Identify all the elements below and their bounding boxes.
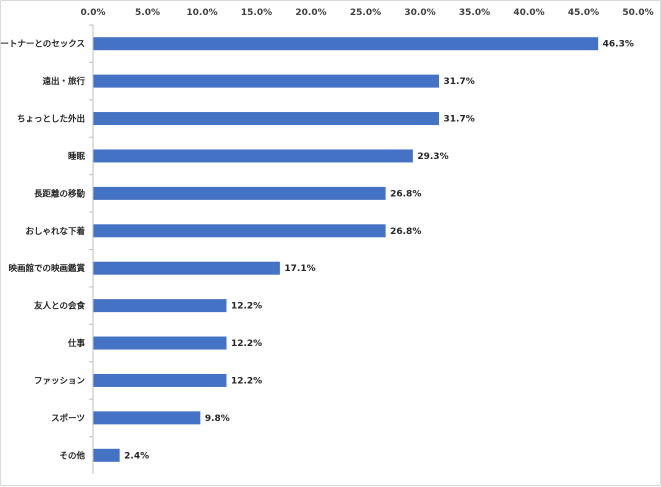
- category-label: その他: [59, 450, 85, 461]
- x-tick-label: 20.0%: [295, 8, 326, 18]
- data-label: 46.3%: [603, 40, 634, 50]
- data-label: 12.2%: [231, 302, 262, 312]
- x-tick-label: 25.0%: [350, 8, 381, 18]
- category-label: ちょっとした外出: [17, 114, 85, 125]
- bar: [93, 37, 599, 51]
- category-label: 友人との会食: [33, 301, 85, 312]
- category-label: 睡眠: [68, 151, 86, 162]
- data-label: 26.8%: [390, 189, 421, 199]
- x-axis-ticks: 0.0% 5.0% 10.0% 15.0% 20.0% 25.0% 30.0% 35.0% 40…: [81, 8, 654, 18]
- data-label: 9.8%: [205, 414, 230, 424]
- data-label: 2.4%: [124, 451, 149, 461]
- x-tick-label: 35.0%: [459, 8, 490, 18]
- bar: [93, 336, 227, 350]
- data-label: 29.3%: [417, 152, 448, 162]
- x-tick-label: 5.0%: [135, 8, 160, 18]
- category-label: 映画館での映画鑑賞: [8, 263, 85, 274]
- data-label: 12.2%: [231, 339, 262, 349]
- bar: [93, 186, 386, 200]
- bars: [93, 37, 599, 462]
- data-label: 17.1%: [284, 264, 315, 274]
- category-label: 長距離の移動: [34, 188, 86, 199]
- bar: [93, 411, 201, 425]
- data-label: 31.7%: [444, 77, 475, 87]
- category-label: おしゃれな下着: [25, 226, 85, 237]
- bar: [93, 149, 413, 163]
- category-label: ファッション: [34, 376, 86, 386]
- x-tick-label: 40.0%: [513, 8, 544, 18]
- x-tick-label: 30.0%: [404, 8, 435, 18]
- bar: [93, 373, 227, 387]
- bar: [93, 299, 227, 313]
- category-label: 仕事: [67, 338, 86, 349]
- x-tick-label: 10.0%: [186, 8, 217, 18]
- category-label: 遠出・旅行: [42, 76, 85, 87]
- bar: [93, 112, 440, 126]
- bar: [93, 74, 440, 88]
- bar: [93, 224, 386, 238]
- x-tick-label: 15.0%: [241, 8, 272, 18]
- x-tick-label: 45.0%: [568, 8, 599, 18]
- category-labels: パートナーとのセックス遠出・旅行ちょっとした外出睡眠長距離の移動おしゃれな下着映…: [1, 24, 93, 461]
- data-labels: 46.3% 31.7% 31.7% 29.3% 26.8% 26.8% 17.1% 12.2%…: [124, 40, 634, 462]
- data-label: 12.2%: [231, 376, 262, 386]
- x-tick-label: 50.0%: [622, 8, 653, 18]
- data-label: 31.7%: [444, 115, 475, 125]
- category-label: スポーツ: [51, 413, 85, 424]
- category-label: パートナーとのセックス: [1, 39, 85, 50]
- data-label: 26.8%: [390, 227, 421, 237]
- bar: [93, 261, 280, 275]
- x-tick-label: 0.0%: [81, 8, 106, 18]
- bar: [93, 448, 120, 462]
